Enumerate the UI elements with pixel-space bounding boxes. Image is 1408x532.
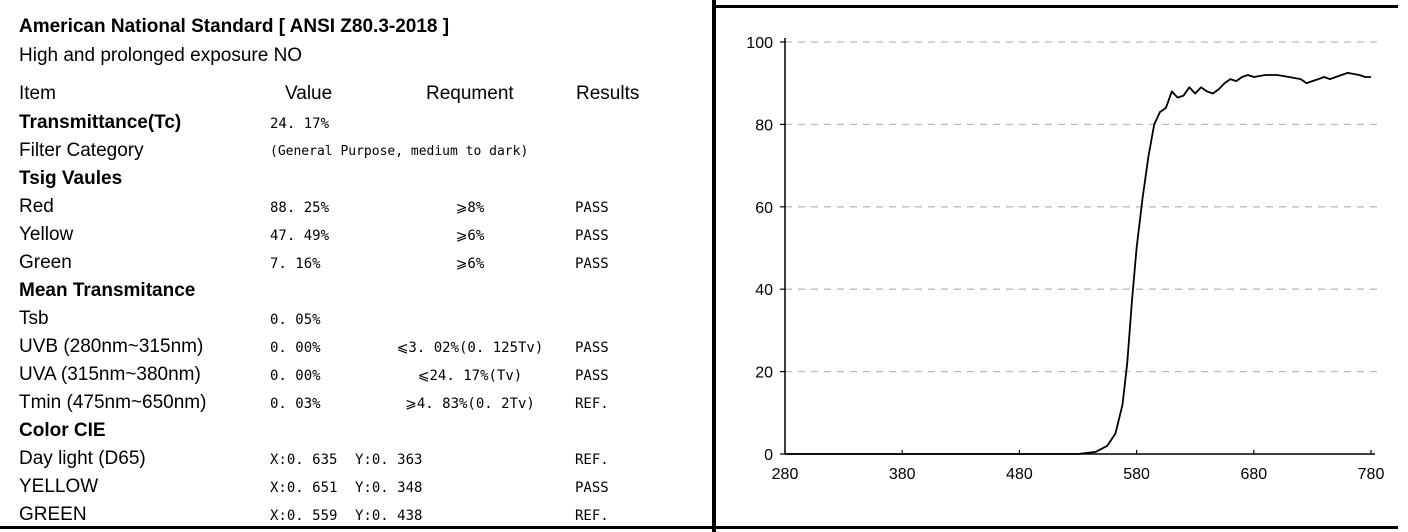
y-tick-label: 20 — [755, 365, 773, 382]
row-result: PASS — [575, 340, 609, 356]
x-tick-label: 580 — [1123, 466, 1150, 483]
table-row: Yellow 47. 49% ⩾6% PASS — [0, 223, 712, 251]
row-result: REF. — [575, 396, 609, 412]
table-row: Filter Category (General Purpose, medium … — [0, 139, 712, 167]
y-tick-label: 0 — [764, 447, 773, 464]
table-row: Color CIE — [0, 419, 712, 447]
table-row: GREEN X:0. 559 Y:0. 438 REF. — [0, 503, 712, 531]
row-label: Color CIE — [19, 420, 106, 441]
x-tick-label: 380 — [889, 466, 916, 483]
row-label: GREEN — [19, 504, 87, 525]
row-label: UVB (280nm~315nm) — [19, 336, 204, 357]
table-row: Mean Transmitance — [0, 279, 712, 307]
row-label: Yellow — [19, 224, 74, 245]
table-row: Green 7. 16% ⩾6% PASS — [0, 251, 712, 279]
header-item: Item — [19, 83, 56, 104]
row-result: PASS — [575, 256, 609, 272]
row-label: UVA (315nm~380nm) — [19, 364, 201, 385]
row-label: Tsb — [19, 308, 49, 329]
x-tick-label: 480 — [1006, 466, 1033, 483]
row-result: REF. — [575, 452, 609, 468]
row-label: Red — [19, 196, 54, 217]
header-requirement: Requment — [426, 83, 514, 104]
row-value: 88. 25% — [270, 200, 330, 216]
row-requirement: ⩾4. 83%(0. 2Tv) — [405, 396, 535, 412]
row-label: YELLOW — [19, 476, 99, 497]
x-tick-label: 680 — [1240, 466, 1267, 483]
row-label: Tsig Vaules — [19, 168, 123, 189]
row-result: PASS — [575, 368, 609, 384]
row-result: PASS — [575, 200, 609, 216]
row-result: PASS — [575, 480, 609, 496]
row-cie-x: X:0. 635 — [270, 452, 338, 468]
row-label: Transmittance(Tc) — [19, 112, 182, 133]
row-requirement: ⩽24. 17%(Tv) — [417, 368, 523, 384]
chart-svg: 0 20 40 60 80 100 280 380 480 580 680 780 — [746, 35, 1385, 483]
header-value: Value — [285, 83, 333, 104]
row-cie-y: Y:0. 438 — [355, 508, 423, 524]
table-row: UVB (280nm~315nm) 0. 00% ⩽3. 02%(0. 125Tv)… — [0, 335, 712, 363]
row-value: 0. 00% — [270, 340, 321, 356]
row-result: REF. — [575, 508, 609, 524]
table-row: Day light (D65) X:0. 635 Y:0. 363 REF. — [0, 447, 712, 475]
row-requirement: ⩾6% — [455, 228, 485, 244]
header-results: Results — [576, 83, 640, 104]
transmittance-chart: 0 20 40 60 80 100 280 380 480 580 680 780 — [718, 8, 1408, 532]
row-value: 47. 49% — [270, 228, 330, 244]
x-tick-label: 780 — [1358, 466, 1385, 483]
x-tick-label: 280 — [772, 466, 799, 483]
row-requirement: ⩽3. 02%(0. 125Tv) — [396, 340, 544, 356]
report-panel: American National Standard [ ANSI Z80.3-… — [0, 16, 712, 531]
y-tick-label: 80 — [755, 117, 773, 134]
report-subtitle: High and prolonged exposure NO — [19, 45, 303, 66]
table-row: Tsb 0. 05% — [0, 307, 712, 335]
table-row: YELLOW X:0. 651 Y:0. 348 PASS — [0, 475, 712, 503]
top-border-right — [712, 5, 1398, 8]
row-label: Mean Transmitance — [19, 280, 196, 301]
y-tick-label: 40 — [755, 282, 773, 299]
row-cie-x: X:0. 559 — [270, 508, 338, 524]
row-cie-y: Y:0. 363 — [355, 452, 423, 468]
row-note: (General Purpose, medium to dark) — [270, 144, 529, 159]
y-tick-label: 60 — [755, 200, 773, 217]
table-row: Tmin (475nm~650nm) 0. 03% ⩾4. 83%(0. 2Tv) R… — [0, 391, 712, 419]
bottom-border — [0, 526, 1398, 529]
row-value: 0. 00% — [270, 368, 321, 384]
row-cie-x: X:0. 651 — [270, 480, 338, 496]
table-row: Transmittance(Tc) 24. 17% — [0, 111, 712, 139]
transmittance-curve — [785, 72, 1371, 455]
row-value: 24. 17% — [270, 116, 330, 132]
y-tick-label: 100 — [746, 35, 773, 52]
row-label: Filter Category — [19, 140, 144, 161]
row-value: 0. 03% — [270, 396, 321, 412]
table-row: Red 88. 25% ⩾8% PASS — [0, 195, 712, 223]
table-row: UVA (315nm~380nm) 0. 00% ⩽24. 17%(Tv) PASS — [0, 363, 712, 391]
row-requirement: ⩾8% — [455, 200, 485, 216]
row-requirement: ⩾6% — [455, 256, 485, 272]
row-cie-y: Y:0. 348 — [355, 480, 423, 496]
row-result: PASS — [575, 228, 609, 244]
center-divider — [712, 0, 716, 532]
row-label: Day light (D65) — [19, 448, 146, 469]
row-label: Green — [19, 252, 72, 273]
row-label: Tmin (475nm~650nm) — [19, 392, 207, 413]
row-value: 0. 05% — [270, 312, 321, 328]
row-value: 7. 16% — [270, 256, 321, 272]
report-title: American National Standard [ ANSI Z80.3-… — [19, 16, 450, 37]
table-row: Tsig Vaules — [0, 167, 712, 195]
